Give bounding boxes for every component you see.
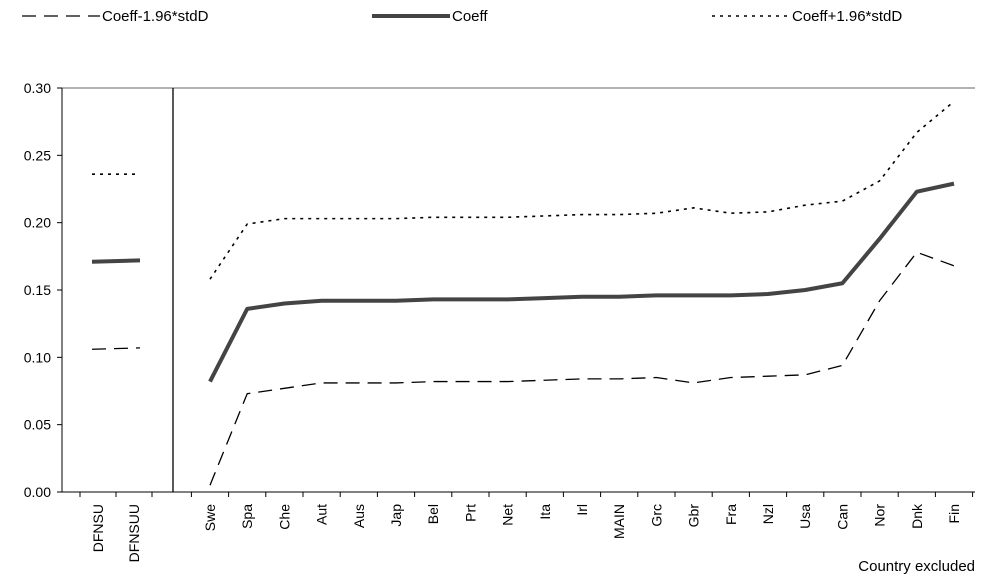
series-line (209, 100, 955, 280)
x-tick-label: DFNSUU (126, 504, 142, 562)
x-tick-label: Swe (202, 504, 218, 531)
x-tick-label: Aus (351, 504, 367, 528)
series-lines (91, 100, 955, 486)
y-tick-label: 0.05 (24, 417, 51, 433)
x-tick-label: Jap (388, 504, 404, 527)
y-tick-label: 0.20 (24, 215, 51, 231)
x-tick-label: Gbr (686, 504, 702, 528)
tick-labels: 0.00 0.05 0.10 0.15 0.20 0.25 0.30 DFNSU DFNSUU S… (24, 80, 962, 562)
legend-label: Coeff+1.96*stdD (792, 8, 902, 25)
x-tick-label: Nor (872, 504, 888, 527)
x-tick-label: Aut (314, 504, 330, 525)
left-panel-series-line (91, 258, 141, 264)
x-tick-label: Grc (648, 504, 664, 527)
x-tick-label: Che (276, 504, 292, 530)
y-tick-label: 0.25 (24, 147, 51, 163)
x-tick-label: Usa (797, 504, 813, 529)
y-tick-label: 0.10 (24, 349, 51, 365)
x-tick-label: Net (500, 504, 516, 526)
y-tick-label: 0.15 (24, 282, 51, 298)
x-tick-label: Fin (946, 504, 962, 523)
x-tick-label: Ita (537, 504, 553, 520)
x-tick-label: Dnk (909, 503, 925, 529)
y-tick-label: 0.00 (24, 484, 51, 500)
legend: Coeff-1.96*stdD Coeff Coeff+1.96*stdD (22, 8, 902, 25)
x-tick-label: Nzl (760, 504, 776, 524)
x-axis-title: Country excluded (858, 558, 975, 575)
x-tick-label: DFNSU (90, 504, 106, 552)
x-tick-label: Bel (425, 504, 441, 524)
x-tick-label: MAIN (611, 504, 627, 539)
x-tick-label: Prt (462, 504, 478, 522)
legend-label: Coeff-1.96*stdD (102, 8, 209, 25)
left-panel-series-line (91, 347, 141, 350)
x-tick-label: Irl (574, 504, 590, 516)
series-line (209, 251, 955, 486)
x-tick-label: Spa (239, 504, 255, 529)
y-tick-label: 0.30 (24, 80, 51, 96)
series-line (208, 181, 955, 383)
x-tick-label: Fra (723, 504, 739, 525)
axes (57, 87, 975, 497)
legend-label: Coeff (452, 8, 488, 25)
x-tick-label: Can (834, 504, 850, 530)
